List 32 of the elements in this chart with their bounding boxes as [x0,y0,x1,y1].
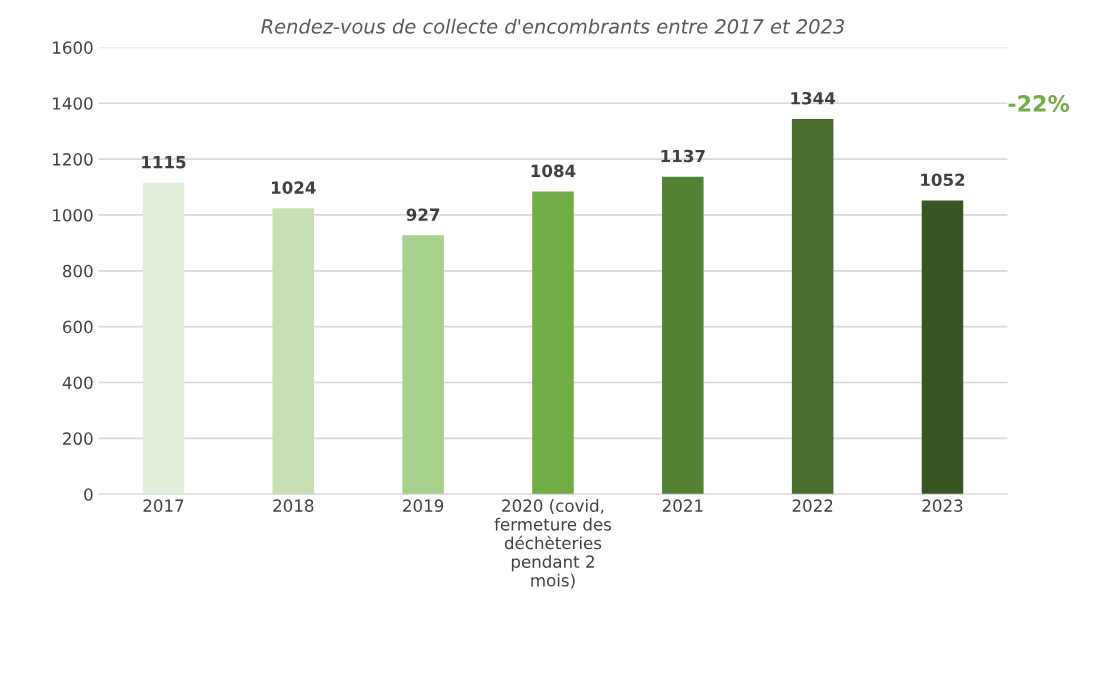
data-label: 1052 [921,173,965,187]
x-tick-label: 2020 (covid, fermeture des déchèteries pendant 2 mois) [494,499,612,589]
data-label: 927 [406,208,440,221]
data-label: 1084 [531,164,576,178]
y-tick-label: 0 [84,488,93,501]
y-tick-label: 1200 [53,153,93,166]
y-tick-label: 400 [62,376,93,390]
bar [662,176,704,495]
x-tick-label: 2022 [792,499,833,512]
y-tick-label: 800 [63,264,93,278]
data-label: 1024 [271,181,316,194]
bar [921,200,964,495]
bar [142,182,185,495]
bar [791,118,834,495]
y-tick-label: 1000 [53,208,93,222]
x-tick-label: 2021 [662,499,703,512]
text: -22% [1008,95,1070,112]
bar [272,208,315,495]
data-label: 1344 [791,91,836,105]
y-tick-label: 200 [63,432,93,445]
y-tick-label: 1600 [53,41,93,54]
x-tick-label: 2018 [273,499,314,512]
y-tick-label: 1400 [53,97,93,110]
x-tick-label: 2019 [403,499,444,512]
data-label: 1137 [661,149,705,163]
bar [402,235,444,495]
data-label: 1115 [142,156,186,169]
x-tick-label: 2017 [143,499,184,512]
chart-title: Rendez-vous de collecte d'encombrants entre 2017 et 2023 [261,18,845,34]
y-tick-label: 600 [63,320,93,334]
bar [532,191,574,495]
x-tick-label: 2023 [922,499,963,512]
